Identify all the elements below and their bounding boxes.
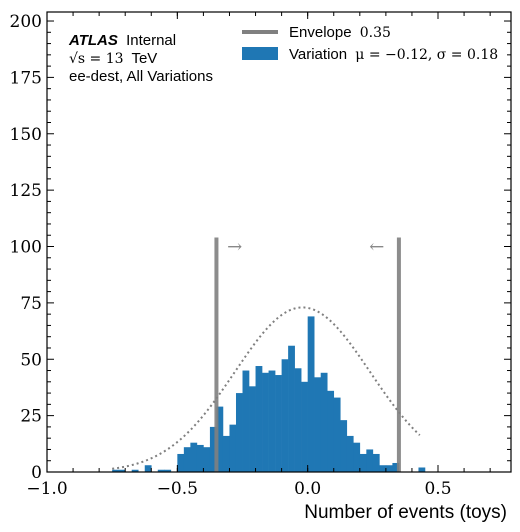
gaussian-curve <box>112 306 421 470</box>
histogram-bar <box>229 424 237 472</box>
atlas-label: ATLAS Internal √s = 13 TeV ee-dest, All … <box>68 32 213 85</box>
histogram-bar <box>314 377 322 472</box>
histogram-bar <box>118 469 126 472</box>
x-axis-ticks: −1.0 −0.5 0.0 0.5 <box>26 12 491 499</box>
y-tick-label: 200 <box>10 12 42 32</box>
envelope-lines <box>214 237 401 472</box>
histogram-bar <box>157 469 165 472</box>
y-tick-label: 25 <box>20 407 42 427</box>
histogram-bar <box>379 465 387 472</box>
legend: Envelope 0.35 Variation μ = −0.12, σ = 0… <box>242 24 498 63</box>
histogram-bar <box>385 465 393 472</box>
histogram-bar <box>320 372 328 472</box>
histogram-bar <box>216 406 224 472</box>
histogram-bar <box>268 370 276 472</box>
histogram-bar <box>164 469 172 472</box>
histogram-bar <box>209 426 217 472</box>
atlas-logo-text: ATLAS <box>68 32 118 49</box>
histogram-bar <box>262 372 269 472</box>
histogram-bar <box>372 453 380 472</box>
histogram-bar <box>281 359 289 472</box>
x-axis-label: Number of events (toys) <box>304 502 507 523</box>
envelope-arrow: → <box>227 237 242 258</box>
histogram-bar <box>275 375 282 472</box>
histogram-bar <box>255 366 263 472</box>
histogram-bar <box>288 345 295 472</box>
histogram-bar <box>307 316 315 472</box>
histogram-bar <box>222 435 230 472</box>
plot-frame <box>46 11 512 473</box>
histogram-bar <box>366 449 374 472</box>
histogram-bar <box>340 420 348 472</box>
legend-variation-stats: μ = −0.12, σ = 0.18 <box>355 47 498 63</box>
y-tick-label: 150 <box>10 125 42 145</box>
envelope-arrows: → ← <box>227 237 384 258</box>
atlas-internal-text: Internal <box>126 32 176 49</box>
histogram-bar <box>301 381 308 472</box>
histogram-bar <box>131 469 139 472</box>
x-tick-label: 0.5 <box>424 479 451 499</box>
y-axis-ticks: 0 25 50 75 100 125 150 175 200 <box>10 12 511 483</box>
histogram-bar <box>392 462 400 472</box>
y-tick-label: 125 <box>10 181 42 201</box>
svg-text:Variation μ = −0.12, σ =: Variation μ = −0.12, σ = 0.18 <box>289 46 498 63</box>
x-tick-label: −0.5 <box>157 479 198 499</box>
histogram-bar <box>203 447 211 472</box>
legend-variation-label: Variation <box>289 46 347 63</box>
histogram-bar <box>359 453 367 472</box>
y-tick-label: 75 <box>20 294 42 314</box>
histogram-bar <box>249 386 256 472</box>
histogram-bar <box>333 397 341 472</box>
histogram-bar <box>190 442 198 472</box>
energy-value: √s = 13 <box>69 51 124 67</box>
svg-text:ATLAS Internal: ATLAS Internal <box>68 32 176 49</box>
svg-text:Envelope 0.35: Envelope 0.35 <box>289 24 391 41</box>
histogram-bar <box>112 469 119 472</box>
histogram-bar <box>346 435 354 472</box>
histogram-bar <box>144 465 152 472</box>
histogram-bar <box>327 390 335 472</box>
y-tick-label: 50 <box>20 350 42 370</box>
histogram-bars <box>112 316 426 472</box>
y-tick-label: 175 <box>10 68 42 88</box>
x-tick-label: 0.0 <box>294 479 321 499</box>
legend-envelope-label: Envelope <box>289 24 352 41</box>
selection-label: ee-dest, All Variations <box>69 68 213 85</box>
histogram-bar <box>294 368 302 472</box>
histogram-bar <box>353 442 361 472</box>
legend-envelope-value: 0.35 <box>360 25 391 41</box>
envelope-arrow: ← <box>369 237 384 258</box>
x-tick-label: −1.0 <box>26 479 67 499</box>
energy-unit: TeV <box>131 50 157 67</box>
svg-text:√s = 13 TeV: √s = 13 TeV <box>69 50 157 67</box>
y-tick-label: 0 <box>31 463 42 483</box>
gaussian-fit <box>112 306 421 470</box>
histogram-bar <box>242 370 250 472</box>
histogram-bar <box>235 393 243 472</box>
histogram-bar <box>196 444 204 472</box>
histogram-bar <box>177 453 185 472</box>
y-tick-label: 100 <box>10 238 42 258</box>
histogram-bar <box>418 467 426 472</box>
histogram-bar <box>183 447 191 472</box>
legend-variation-swatch <box>242 47 278 60</box>
